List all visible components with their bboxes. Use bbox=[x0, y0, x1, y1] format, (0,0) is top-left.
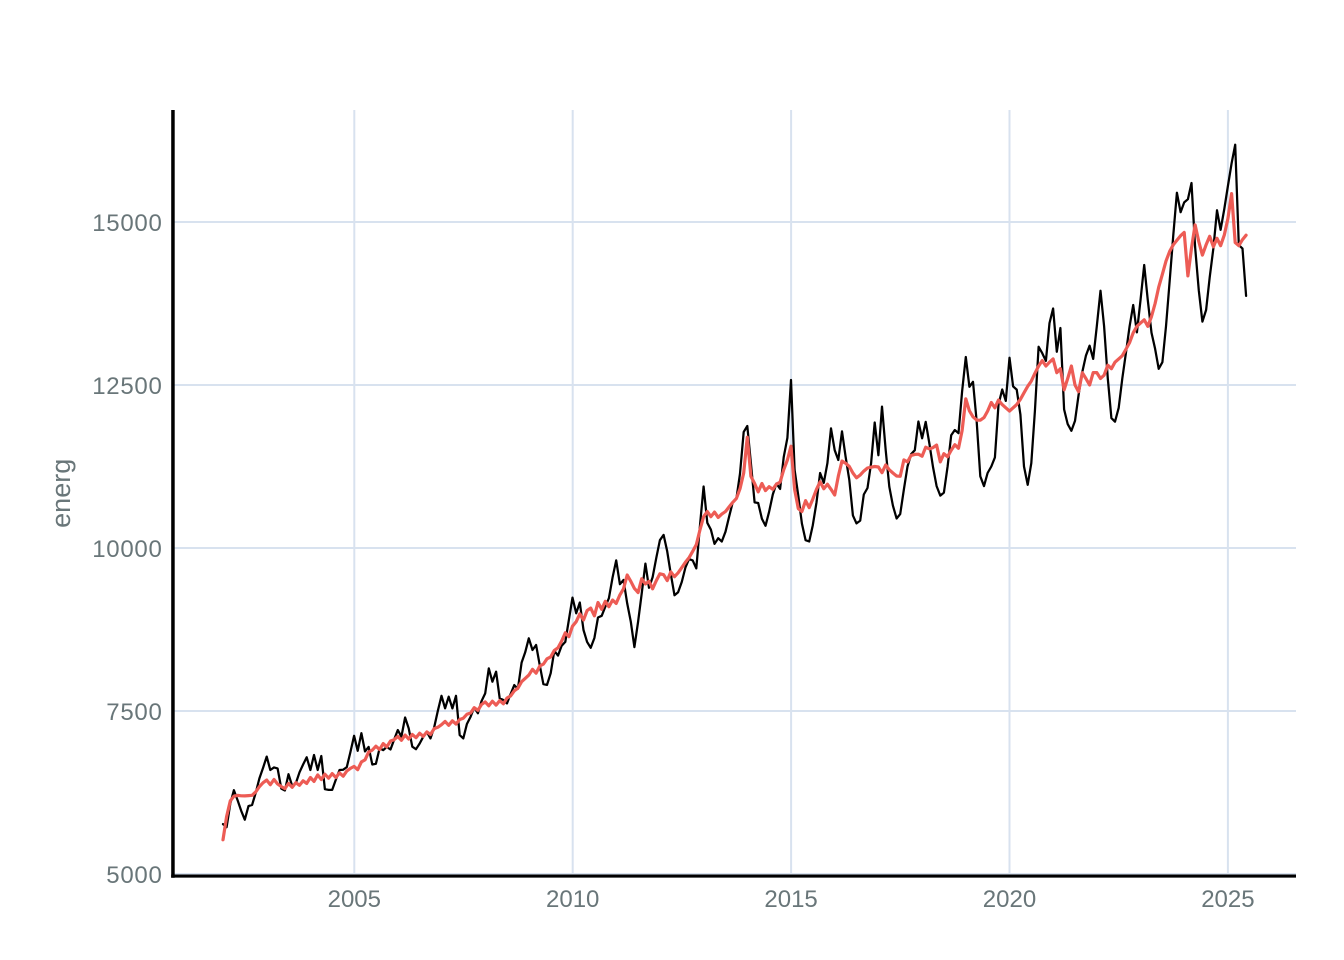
svg-text:12500: 12500 bbox=[92, 373, 162, 400]
svg-text:energ: energ bbox=[46, 459, 76, 528]
svg-text:2015: 2015 bbox=[764, 886, 817, 913]
svg-text:5000: 5000 bbox=[106, 862, 162, 889]
svg-text:2010: 2010 bbox=[546, 886, 599, 913]
svg-text:10000: 10000 bbox=[92, 536, 162, 563]
svg-text:2005: 2005 bbox=[328, 886, 381, 913]
svg-text:2025: 2025 bbox=[1201, 886, 1254, 913]
svg-text:15000: 15000 bbox=[92, 210, 162, 237]
svg-text:2020: 2020 bbox=[983, 886, 1036, 913]
svg-text:7500: 7500 bbox=[106, 699, 162, 726]
